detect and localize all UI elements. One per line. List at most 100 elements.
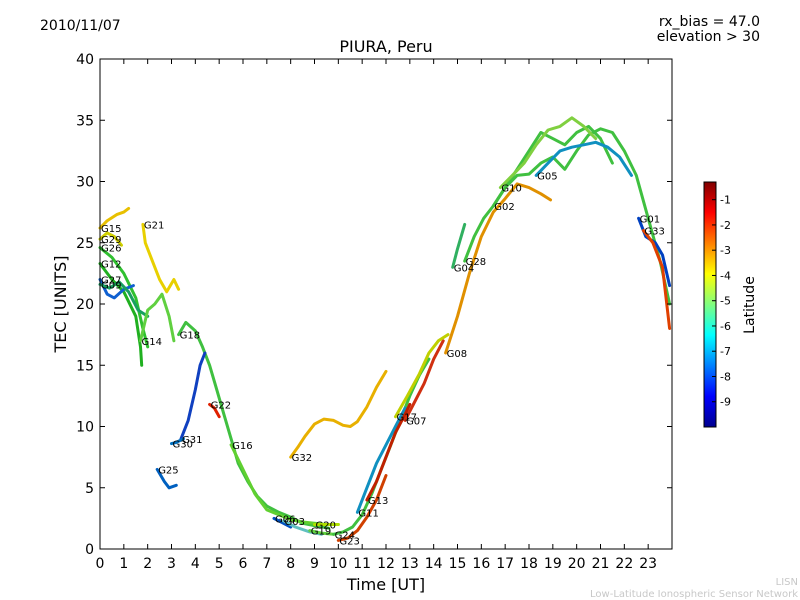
x-tick-label: 21 [592, 556, 610, 572]
series-g12-line [98, 262, 144, 367]
y-axis: 0 5 10 15 20 25 30 35 40 [76, 52, 672, 558]
footer-org-short: LISN [775, 577, 798, 588]
series-g30-label: G30 [173, 440, 193, 451]
x-axis-label: Time [UT] [346, 575, 425, 594]
series-g05-line [534, 140, 633, 177]
x-tick-label: 7 [262, 556, 271, 572]
rx-bias-label: rx_bias = 47.0 [658, 14, 760, 30]
series-g18-line [177, 320, 331, 530]
colorbar [703, 181, 717, 428]
series-g27-label: G27 [101, 276, 121, 287]
series-g33-label: G33 [644, 227, 664, 238]
x-tick-label: 12 [377, 556, 395, 572]
series-g05-label: G05 [537, 171, 557, 182]
colorbar-tick-label: -8 [720, 370, 731, 383]
x-tick-label: 19 [544, 556, 562, 572]
y-tick-label: 20 [76, 297, 94, 313]
series-g33-line [641, 229, 672, 330]
series-g15-label: G15 [101, 224, 121, 235]
series-g11-label: G11 [358, 508, 378, 519]
x-tick-label: 13 [401, 556, 419, 572]
series-g31-line [179, 351, 207, 441]
series-g10-line [498, 116, 598, 190]
colorbar-tick-label: -5 [720, 295, 731, 308]
colorbar-ticks: -1 -2 -3 -4 -5 -6 -7 -8 -9 [712, 194, 731, 409]
x-tick-label: 3 [167, 556, 176, 572]
series-g04-line [451, 222, 467, 269]
series-g13-label: G13 [368, 496, 388, 507]
x-tick-label: 23 [639, 556, 657, 572]
series-g17-line [394, 333, 450, 419]
x-tick-label: 17 [496, 556, 514, 572]
series-g14-label: G14 [142, 337, 162, 348]
x-tick-label: 18 [520, 556, 538, 572]
x-tick-label: 4 [191, 556, 200, 572]
y-tick-label: 0 [85, 542, 94, 558]
x-tick-label: 11 [353, 556, 371, 572]
series-g03-label: G03 [285, 517, 305, 528]
y-axis-label: TEC [UNITS] [51, 256, 70, 354]
series-g14-line [139, 292, 176, 343]
series-g18-label: G18 [180, 331, 200, 342]
x-tick-label: 8 [286, 556, 295, 572]
series-g21-label: G21 [144, 220, 164, 231]
series-g30-line [170, 437, 185, 446]
series-g08-label: G08 [447, 349, 467, 360]
series-g31-label: G31 [182, 435, 202, 446]
series-g32-line [289, 369, 388, 459]
series-g19-label: G19 [311, 527, 331, 538]
x-tick-label: 16 [472, 556, 490, 572]
series-g22-line [208, 402, 221, 419]
x-tick-label: 6 [239, 556, 248, 572]
series-g07-line [403, 339, 445, 422]
series-g04-label: G04 [454, 263, 474, 274]
series-g26-label: G26 [101, 244, 121, 255]
series-g24-label: G24 [335, 530, 355, 541]
plot-marks [98, 116, 672, 542]
x-tick-label: 15 [449, 556, 467, 572]
series-g23-line [336, 474, 388, 542]
x-axis: 0 1 2 3 4 5 6 7 8 9 10 11 12 13 14 15 16 17 18 19 20 21 22 23 [96, 59, 657, 572]
series-g01-label: G01 [640, 214, 660, 225]
colorbar-tick-label: -6 [720, 320, 731, 333]
series-g12-label: G12 [101, 260, 121, 271]
series-g28-label: G28 [466, 257, 486, 268]
elevation-label: elevation > 30 [656, 29, 760, 45]
colorbar-tick-label: -7 [720, 345, 731, 358]
series-g19-line [308, 529, 336, 536]
y-tick-label: 30 [76, 175, 94, 191]
series-g25-label: G25 [158, 465, 178, 476]
series-g29-line [98, 231, 123, 247]
y-tick-label: 40 [76, 52, 94, 68]
colorbar-tick-label: -9 [720, 396, 731, 409]
chart-title: PIURA, Peru [339, 37, 432, 56]
series-g08-line [444, 182, 552, 355]
series-g10-label: G10 [501, 184, 521, 195]
series-g17-label: G17 [397, 413, 417, 424]
series-g20-label: G20 [316, 521, 336, 532]
series-g11-line [355, 406, 407, 514]
series-g02-label: G02 [494, 202, 514, 213]
series-g22-label: G22 [211, 400, 231, 411]
colorbar-tick-label: -2 [720, 219, 731, 232]
x-tick-label: 14 [425, 556, 443, 572]
y-tick-label: 15 [76, 358, 94, 374]
x-tick-label: 0 [96, 556, 105, 572]
series-g21-line [141, 222, 181, 294]
colorbar-tick-label: -1 [720, 194, 731, 207]
x-tick-label: 22 [615, 556, 633, 572]
series-g16-line [229, 443, 340, 526]
series-g09-line [98, 280, 150, 318]
series-g29-label: G29 [101, 235, 121, 246]
series-g09-label: G09 [101, 280, 121, 291]
x-tick-label: 9 [310, 556, 319, 572]
y-tick-label: 10 [76, 420, 94, 436]
series-g07-label: G07 [406, 416, 426, 427]
x-tick-label: 1 [119, 556, 128, 572]
series-g32-label: G32 [292, 453, 312, 464]
x-tick-label: 2 [143, 556, 152, 572]
y-tick-label: 25 [76, 236, 94, 252]
date-label: 2010/11/07 [40, 18, 121, 34]
